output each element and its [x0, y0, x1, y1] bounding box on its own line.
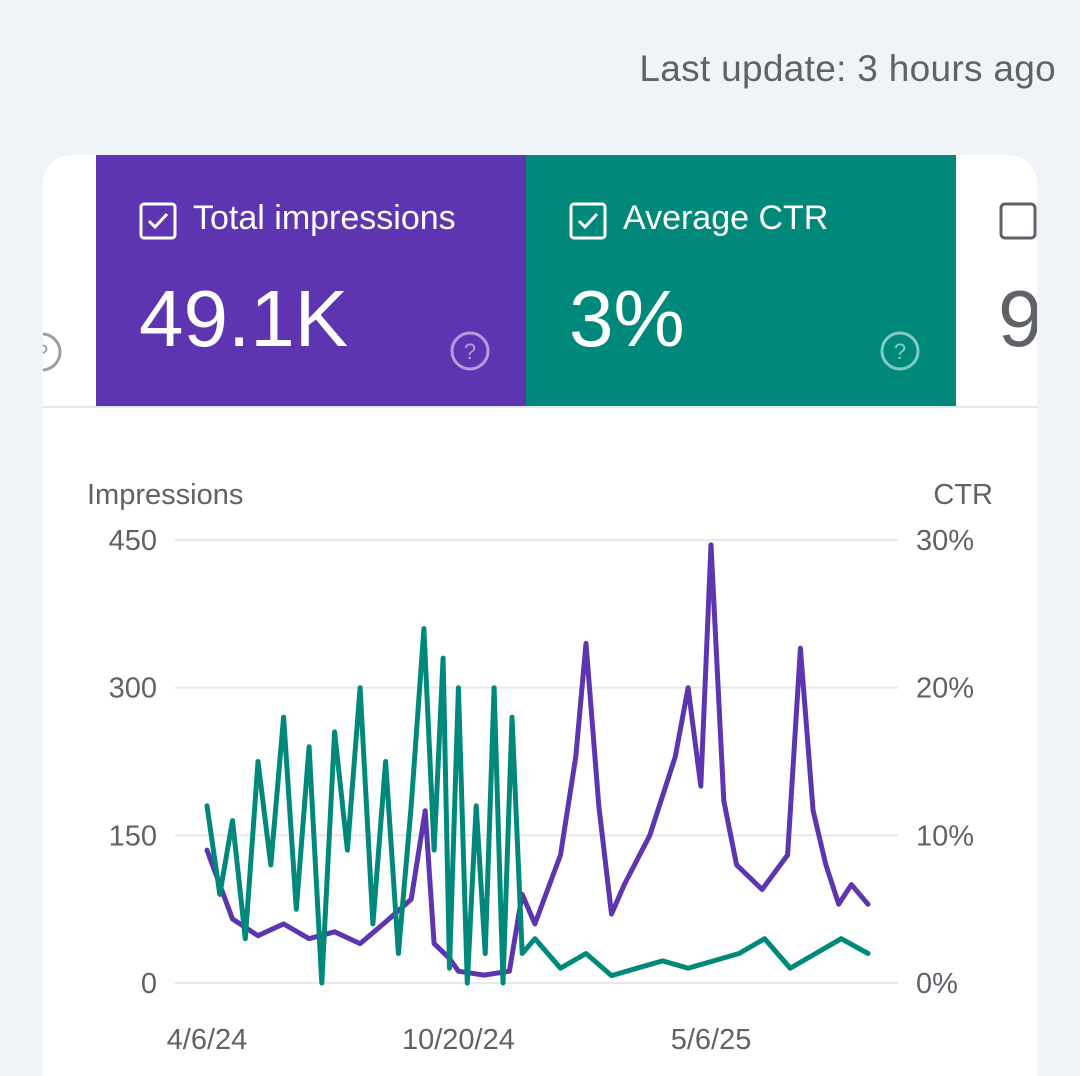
checkbox-checked-icon[interactable]: [139, 202, 177, 240]
help-icon[interactable]: ?: [879, 330, 921, 372]
last-update-text: Last update: 3 hours ago: [639, 48, 1056, 89]
y-left-tick-label: 450: [109, 525, 157, 557]
y-left-tick-label: 150: [109, 820, 157, 852]
x-tick-label: 5/6/25: [671, 1024, 752, 1056]
help-icon[interactable]: ?: [449, 330, 491, 372]
performance-card: ? Total impressions 49.1K ? Average CTR …: [43, 155, 1037, 1076]
y-left-tick-label: 0: [141, 968, 157, 1000]
series-line-total-impressions: [204, 542, 871, 978]
tile-label: Total impressions: [193, 199, 456, 237]
y-right-tick-label: 0%: [916, 968, 958, 1000]
metric-tile-total-impressions[interactable]: Total impressions 49.1K ?: [96, 155, 526, 408]
series-line-average-ctr: [204, 626, 871, 986]
tile-value: 49.1K: [139, 274, 349, 363]
y-left-tick-label: 300: [109, 673, 157, 705]
metric-tile-average-ctr[interactable]: Average CTR 3% ?: [526, 155, 956, 408]
y-right-tick-label: 30%: [916, 525, 974, 557]
divider: [43, 406, 1037, 408]
y-axis-left-title: Impressions: [87, 479, 243, 511]
tile-value-partial: 9: [998, 274, 1037, 363]
x-tick-label: 4/6/24: [167, 1024, 248, 1056]
tile-value: 3%: [569, 274, 685, 363]
x-tick-label: 10/20/24: [402, 1024, 515, 1056]
y-right-tick-label: 20%: [916, 673, 974, 705]
help-icon[interactable]: ?: [43, 331, 63, 373]
tile-label: Average CTR: [623, 199, 829, 237]
checkbox-checked-icon[interactable]: [569, 202, 607, 240]
svg-text:?: ?: [894, 339, 906, 364]
svg-text:?: ?: [43, 340, 48, 365]
y-axis-right-title: CTR: [933, 479, 993, 511]
svg-text:?: ?: [464, 339, 476, 364]
y-right-tick-label: 10%: [916, 820, 974, 852]
checkbox-unchecked-icon[interactable]: [999, 202, 1037, 240]
